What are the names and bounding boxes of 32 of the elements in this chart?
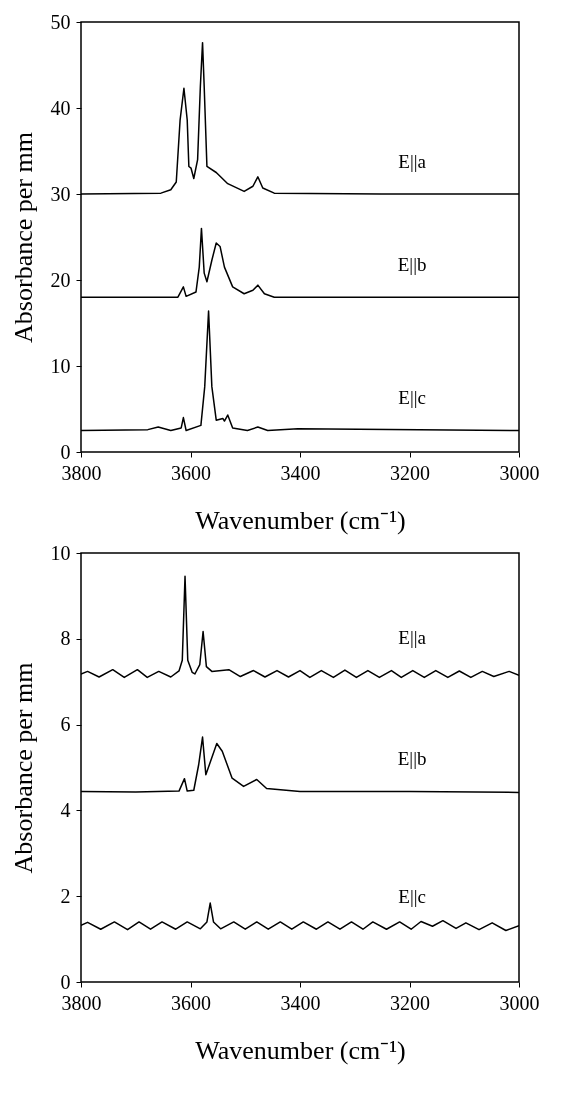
- x-tick-label: 3000: [499, 991, 540, 1014]
- x-tick-label: 3400: [280, 991, 321, 1014]
- x-tick-label: 3200: [390, 461, 430, 484]
- series-label: E||c: [398, 387, 426, 409]
- y-tick-label: 50: [50, 10, 71, 33]
- x-tick-label: 3600: [171, 461, 211, 484]
- y-tick-label: 6: [60, 713, 71, 736]
- series-label: E||b: [397, 253, 427, 275]
- y-tick-label: 10: [50, 354, 71, 377]
- y-tick-label: 20: [50, 268, 71, 291]
- series-label: E||b: [397, 748, 427, 770]
- y-tick-label: 0: [60, 970, 71, 993]
- y-tick-label: 4: [60, 798, 71, 821]
- y-tick-label: 40: [50, 96, 71, 119]
- y-tick-label: 0: [60, 440, 71, 463]
- series-label: E||a: [398, 150, 427, 172]
- series-label: E||a: [398, 627, 427, 649]
- x-axis-title: Wavenumber (cm⁻¹): [195, 1035, 406, 1065]
- x-axis-title: Wavenumber (cm⁻¹): [195, 505, 406, 535]
- x-tick-label: 3000: [499, 461, 540, 484]
- y-tick-label: 10: [50, 541, 71, 564]
- x-tick-label: 3600: [171, 991, 211, 1014]
- y-tick-label: 2: [60, 884, 71, 907]
- y-tick-label: 30: [50, 182, 71, 205]
- y-axis-title: Absorbance per mm: [8, 662, 38, 874]
- y-axis-title: Absorbance per mm: [8, 132, 38, 343]
- x-tick-label: 3800: [61, 991, 102, 1014]
- x-tick-label: 3400: [280, 461, 321, 484]
- series-label: E||c: [398, 886, 426, 908]
- x-tick-label: 3200: [390, 991, 430, 1014]
- y-tick-label: 8: [60, 627, 71, 650]
- x-tick-label: 3800: [61, 461, 102, 484]
